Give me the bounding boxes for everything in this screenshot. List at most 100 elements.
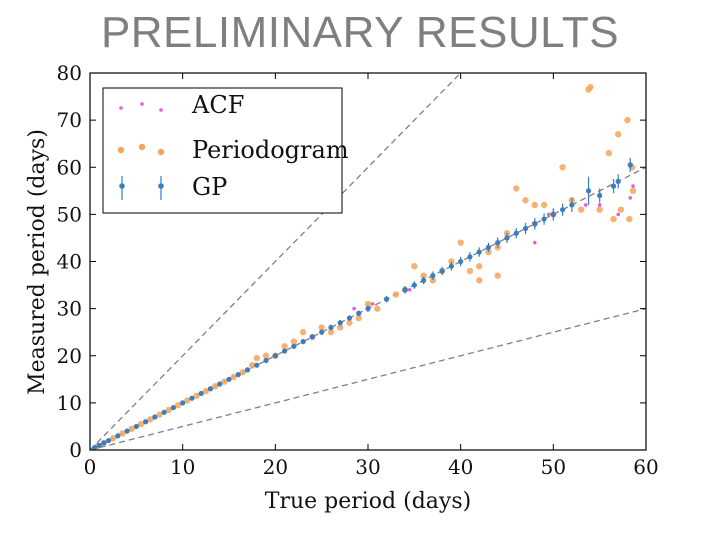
legend-periodogram-marker	[138, 143, 146, 151]
acf-point	[407, 287, 412, 292]
x-tick-label: 20	[263, 455, 288, 479]
legend-gp-marker	[119, 183, 125, 189]
gp-point	[541, 216, 547, 222]
x-tick-label: 50	[541, 455, 566, 479]
gp-point	[263, 357, 269, 364]
gp-point	[133, 423, 139, 430]
gp-point	[627, 162, 633, 168]
periodogram-point	[559, 164, 566, 171]
periodogram-point	[119, 430, 126, 437]
y-tick-label: 70	[57, 108, 82, 132]
x-tick-label: 30	[355, 455, 380, 479]
acf-point	[616, 212, 620, 217]
acf-point	[628, 196, 633, 200]
periodogram-point	[299, 328, 307, 336]
acf-point	[352, 306, 356, 311]
legend-markers	[117, 102, 165, 200]
gp-point	[198, 390, 204, 397]
gp-point	[421, 277, 427, 283]
periodogram-point	[318, 324, 325, 331]
y-tick-label: 30	[57, 297, 82, 321]
periodogram-point	[540, 201, 548, 209]
y-tick-label: 80	[57, 61, 82, 85]
reference-line	[90, 307, 646, 450]
legend-acf-marker	[140, 102, 144, 106]
x-tick-label: 60	[633, 455, 658, 479]
periodogram-point	[156, 411, 163, 418]
periodogram-point	[364, 300, 372, 308]
y-tick-label: 60	[57, 155, 82, 179]
periodogram-point	[109, 435, 117, 442]
gp-point	[411, 282, 417, 288]
x-tick-label: 0	[84, 455, 97, 479]
gp-point	[569, 202, 575, 208]
periodogram-point	[610, 215, 617, 223]
x-tick-label: 40	[448, 455, 473, 479]
acf-point	[533, 240, 537, 245]
y-tick-label: 0	[69, 438, 82, 462]
gp-point	[458, 258, 464, 265]
gp-point	[430, 273, 436, 279]
gp-point	[476, 249, 482, 255]
gp-point	[328, 324, 334, 331]
periodogram-point	[211, 383, 219, 390]
periodogram-point	[615, 131, 622, 138]
gp-point	[383, 296, 390, 302]
periodogram-point	[626, 215, 633, 223]
gp-point	[207, 386, 214, 392]
legend: ACF Periodogram GP	[102, 87, 349, 214]
gp-point	[402, 287, 408, 293]
periodogram-point	[239, 369, 247, 376]
periodogram-point	[476, 277, 483, 284]
periodogram-point	[346, 319, 353, 326]
periodogram-point	[522, 197, 529, 204]
gp-point	[101, 440, 107, 446]
periodogram-point	[147, 416, 154, 423]
periodogram-point	[327, 328, 335, 336]
periodogram-point	[476, 263, 483, 270]
periodogram-point	[411, 263, 418, 270]
x-tick-label: 10	[170, 455, 195, 479]
periodogram-point	[457, 239, 464, 246]
acf-point	[597, 203, 602, 207]
gp-point	[504, 235, 510, 241]
periodogram-point	[596, 206, 603, 213]
legend-periodogram-marker	[117, 146, 125, 154]
gp-point	[124, 428, 130, 434]
periodogram-point	[605, 149, 613, 157]
acf-point	[370, 302, 375, 306]
periodogram-point	[230, 373, 237, 381]
gp-point	[513, 230, 519, 236]
gp-point	[309, 334, 315, 340]
gp-point	[105, 437, 112, 444]
gp-point	[96, 442, 102, 448]
periodogram-point	[629, 187, 637, 195]
x-axis-label: True period (days)	[265, 489, 471, 514]
gp-point	[115, 433, 121, 439]
periodogram-point	[193, 392, 200, 400]
gp-point	[272, 353, 278, 359]
gp-point	[291, 343, 297, 349]
periodogram-point	[174, 402, 182, 409]
gp-point	[597, 192, 603, 199]
periodogram-point	[624, 116, 631, 124]
gp-point	[217, 381, 223, 387]
gp-point	[152, 414, 158, 420]
legend-gp-marker	[158, 183, 164, 189]
acf-point	[631, 184, 635, 188]
gp-point	[448, 263, 454, 269]
periodogram-point	[448, 258, 455, 265]
gp-point	[282, 348, 288, 354]
periodogram-point	[290, 338, 298, 345]
gp-point	[485, 244, 492, 250]
gp-point	[550, 211, 556, 217]
gp-point	[467, 254, 473, 260]
periodogram-point	[466, 267, 474, 275]
gp-point	[615, 178, 621, 184]
y-axis-label: Measured period (days)	[25, 129, 50, 395]
y-tick-label: 20	[57, 344, 82, 368]
periodogram-point	[429, 277, 437, 284]
periodogram-point	[128, 425, 135, 432]
periodogram-point	[253, 354, 260, 362]
gp-point	[337, 320, 343, 326]
